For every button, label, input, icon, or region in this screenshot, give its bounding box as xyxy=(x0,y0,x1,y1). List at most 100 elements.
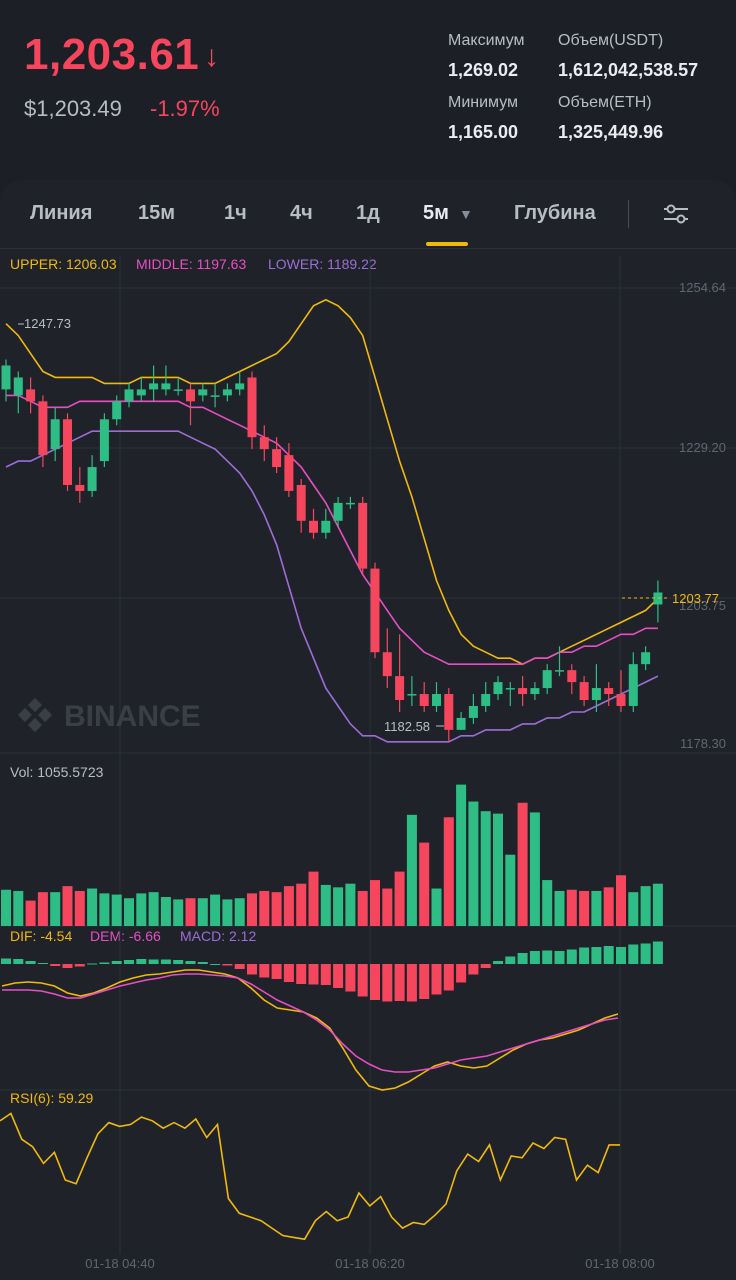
macd-bar xyxy=(320,964,331,985)
volume-bar xyxy=(62,886,73,926)
ticker-header: 1,203.61 ↓ $1,203.49 -1.97% Максимум 1,2… xyxy=(0,0,736,180)
macd-bar xyxy=(259,964,270,978)
macd-bar xyxy=(419,964,430,999)
volume-bar xyxy=(37,892,48,926)
tab-5m[interactable]: 5м xyxy=(423,202,449,224)
macd-bar xyxy=(505,956,516,964)
volume-bar xyxy=(222,899,233,926)
settings-sliders-icon[interactable] xyxy=(660,200,692,228)
volume-eth-label: Объем(ETH) xyxy=(558,94,652,111)
candle-body xyxy=(284,455,294,491)
volume-bar xyxy=(1,889,11,926)
tab-4h[interactable]: 4ч xyxy=(290,202,313,224)
volume-bar xyxy=(505,854,516,926)
y-tick-label: 1254.64 xyxy=(679,280,726,295)
candle-body xyxy=(333,502,343,521)
candle-body xyxy=(87,467,97,491)
macd-bar xyxy=(308,964,319,985)
timeframe-tabs: Линия 15м 1ч 4ч 1д 5м ▼ Глубина xyxy=(0,180,736,248)
candle-body xyxy=(247,377,257,438)
tab-1d[interactable]: 1д xyxy=(356,202,380,224)
macd-bar xyxy=(136,959,147,964)
volume-bar xyxy=(406,814,417,926)
candle-body xyxy=(493,682,503,695)
volume-bar xyxy=(480,811,491,926)
macd-bar xyxy=(517,953,528,964)
volume-bar xyxy=(296,883,307,926)
candle-body xyxy=(555,670,564,672)
bollinger-bands xyxy=(5,298,659,743)
y-axis-labels: 1254.64 1229.20 1203.75 1178.30 xyxy=(679,280,726,751)
macd-bar xyxy=(579,947,590,964)
caret-down-icon[interactable]: ▼ xyxy=(459,206,473,222)
candle-body xyxy=(481,694,491,706)
volume-bar xyxy=(247,893,257,926)
x-tick-label: 01-18 06:20 xyxy=(335,1256,404,1271)
volume-bar xyxy=(25,900,36,926)
macd-bar xyxy=(283,964,294,982)
macd-bar xyxy=(99,962,110,964)
candle-body xyxy=(321,520,331,533)
volume-bar xyxy=(640,886,651,926)
volume-bar xyxy=(345,883,356,926)
volume-legend: Vol: 1055.5723 xyxy=(10,764,104,780)
candle-body xyxy=(468,705,478,718)
rsi-panel xyxy=(0,1112,620,1241)
volume-bar xyxy=(148,892,159,926)
tabs-divider xyxy=(0,248,736,249)
upper-band-legend: UPPER: 1206.03 xyxy=(10,256,117,272)
macd-bar xyxy=(382,964,393,1002)
tab-line[interactable]: Линия xyxy=(30,202,93,224)
macd-bar xyxy=(25,961,36,964)
macd-bar xyxy=(443,964,454,991)
volume-bar xyxy=(13,890,24,926)
volume-bar xyxy=(87,888,98,926)
macd-bar xyxy=(431,964,442,995)
volume-eth-value: 1,325,449.96 xyxy=(558,122,664,142)
candle-body xyxy=(75,484,85,491)
dif-line xyxy=(1,969,619,1091)
candle-body xyxy=(530,688,540,695)
macd-bar xyxy=(603,946,614,964)
candle-body xyxy=(419,694,429,706)
macd-bar xyxy=(345,964,356,992)
macd-bar xyxy=(468,964,479,975)
usd-price: $1,203.49 xyxy=(24,96,122,121)
macd-bar xyxy=(652,941,663,964)
price-chart[interactable]: BINANCE 1254.64 1229.20 1203.75 1178.30 124… xyxy=(0,248,736,1280)
rsi-legend: RSI(6): 59.29 xyxy=(10,1090,94,1106)
price-marks: 1247.73 1182.58 1203.77 xyxy=(18,316,719,734)
volume-bar xyxy=(468,801,479,926)
candle-body xyxy=(309,520,318,533)
volume-bar xyxy=(652,883,663,926)
candle-body xyxy=(13,377,23,396)
candle-body xyxy=(505,688,515,690)
high-price-label: 1247.73 xyxy=(24,316,71,331)
high-label: Максимум xyxy=(448,32,525,49)
volume-bar xyxy=(628,892,639,926)
tab-15m[interactable]: 15м xyxy=(138,202,176,224)
volume-bar xyxy=(99,893,110,926)
x-tick-label: 01-18 08:00 xyxy=(585,1256,654,1271)
macd-bar xyxy=(640,943,651,964)
volume-bar xyxy=(197,898,208,926)
chart-grid xyxy=(0,256,736,1254)
volume-bar xyxy=(566,889,577,926)
macd-bar xyxy=(185,961,196,964)
last-price: 1,203.61 xyxy=(24,30,200,79)
volume-bar xyxy=(456,784,467,926)
volume-bar xyxy=(554,890,565,926)
macd-bar xyxy=(173,960,184,964)
candle-body xyxy=(161,383,171,390)
x-tick-label: 01-18 04:40 xyxy=(85,1256,154,1271)
macd-bar xyxy=(566,949,577,964)
candle-body xyxy=(296,484,306,521)
x-axis-labels: 01-18 04:40 01-18 06:20 01-18 08:00 xyxy=(85,1256,654,1271)
candle-body xyxy=(653,592,663,605)
volume-bar xyxy=(136,893,147,926)
candle-body xyxy=(112,401,122,420)
tab-1h[interactable]: 1ч xyxy=(224,202,247,224)
tab-depth[interactable]: Глубина xyxy=(514,202,596,224)
macd-bar xyxy=(616,947,626,964)
middle-band-legend: MIDDLE: 1197.63 xyxy=(136,256,247,272)
